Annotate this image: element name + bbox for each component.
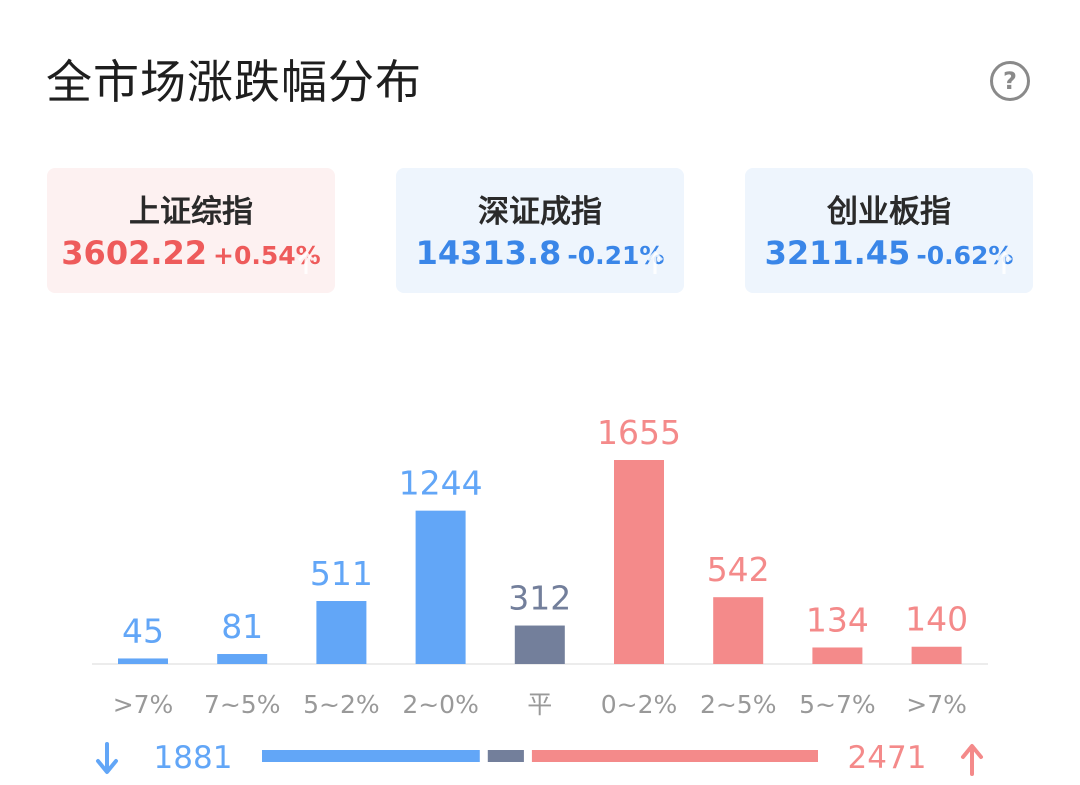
bar[interactable]: [812, 647, 863, 664]
up-total: 2471: [848, 740, 927, 776]
index-change: -0.62%: [916, 241, 1014, 270]
index-card[interactable]: 深证成指 14313.8 -0.21%: [396, 168, 684, 293]
trend-arrow-icon: [297, 250, 315, 274]
bar[interactable]: [118, 658, 168, 664]
page-title: 全市场涨跌幅分布: [46, 55, 422, 109]
arrow-up-icon: [961, 744, 983, 776]
trend-arrow-icon: [646, 250, 664, 274]
category-label: 5~7%: [799, 690, 876, 719]
index-values: 14313.8 -0.21%: [396, 234, 684, 272]
data-label: 140: [905, 600, 968, 639]
index-change: -0.21%: [567, 241, 665, 270]
data-label: 542: [707, 550, 770, 589]
data-label: 511: [310, 554, 373, 593]
trend-arrow-icon: [995, 250, 1013, 274]
bar[interactable]: [911, 646, 962, 664]
index-name: 上证综指: [129, 194, 253, 230]
category-label: 2~5%: [700, 690, 777, 719]
category-label: 0~2%: [601, 690, 678, 719]
bar[interactable]: [217, 654, 268, 664]
category-label: >7%: [113, 690, 174, 719]
category-label: 2~0%: [402, 690, 479, 719]
data-label: 81: [221, 607, 263, 646]
index-name: 深证成指: [478, 194, 602, 230]
index-card[interactable]: 上证综指 3602.22 +0.54%: [47, 168, 335, 293]
data-label: 134: [806, 600, 869, 639]
index-value: 3211.45: [764, 234, 911, 272]
bar[interactable]: [415, 510, 466, 664]
data-label: 312: [508, 579, 571, 618]
help-icon[interactable]: ?: [990, 61, 1030, 101]
index-name: 创业板指: [827, 194, 951, 230]
bar[interactable]: [316, 601, 367, 664]
down-total: 1881: [154, 740, 233, 776]
category-label: >7%: [906, 690, 967, 719]
summary-flat-bar: [487, 750, 524, 762]
bar[interactable]: [614, 460, 664, 664]
category-label: 7~5%: [204, 690, 281, 719]
bar[interactable]: [713, 597, 764, 664]
index-card[interactable]: 创业板指 3211.45 -0.62%: [745, 168, 1033, 293]
index-value: 3602.22: [61, 234, 208, 272]
data-label: 45: [122, 611, 164, 650]
category-label: 5~2%: [303, 690, 380, 719]
arrow-down-icon: [96, 742, 118, 774]
bar[interactable]: [514, 625, 565, 664]
data-label: 1244: [399, 464, 483, 503]
data-label: 1655: [597, 413, 681, 452]
category-label: 平: [527, 690, 552, 719]
index-value: 14313.8: [415, 234, 562, 272]
index-values: 3211.45 -0.62%: [745, 234, 1033, 272]
summary-down-bar: [262, 750, 480, 762]
summary-up-bar: [531, 750, 818, 762]
